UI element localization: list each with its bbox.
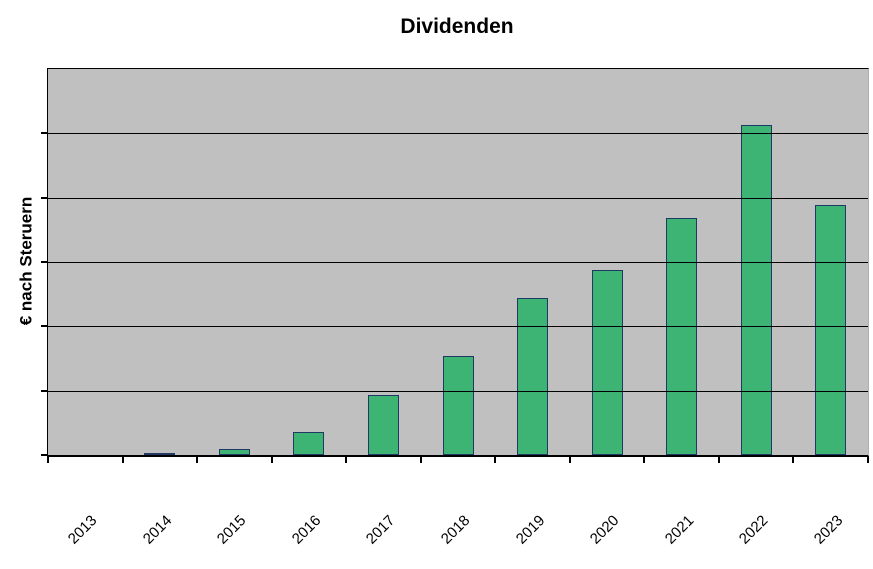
bar-2023 [815,205,846,455]
gridline [48,326,868,327]
x-axis-tick [718,456,720,463]
x-label-2017: 2017 [362,512,399,548]
bar-2019 [517,298,548,455]
x-label-2014: 2014 [139,512,176,548]
x-label-2019: 2019 [512,512,549,548]
chart-title: Dividenden [400,15,514,38]
x-axis-tick [196,456,198,463]
bar-2016 [293,432,324,455]
x-axis-tick [420,456,422,463]
x-label-2023: 2023 [810,512,847,548]
gridline [48,198,868,199]
x-label-2020: 2020 [586,512,623,548]
x-axis-tick [47,456,49,463]
y-axis-tick [41,197,47,199]
y-axis-label: € nach Steruern [16,196,36,326]
bar-2017 [368,395,399,455]
y-axis-tick [41,454,47,456]
gridline [48,391,868,392]
x-axis-tick [569,456,571,463]
bar-2022 [741,125,772,455]
y-axis-tick [41,132,47,134]
x-label-2021: 2021 [661,512,698,548]
x-label-2016: 2016 [288,512,325,548]
x-axis-tick [792,456,794,463]
x-axis-tick [867,456,869,463]
y-axis-tick [41,390,47,392]
bar-2020 [592,270,623,455]
x-axis-tick [494,456,496,463]
gridline [48,262,868,263]
x-label-2015: 2015 [213,512,250,548]
x-label-2018: 2018 [437,512,474,548]
bar-2015 [219,449,250,455]
y-axis-tick [41,261,47,263]
x-axis-tick [643,456,645,463]
x-label-2013: 2013 [64,512,101,548]
bar-2014 [144,453,175,455]
y-axis-tick [41,325,47,327]
x-axis-tick [122,456,124,463]
gridline [48,133,868,134]
x-axis-tick [345,456,347,463]
x-axis-tick [271,456,273,463]
bar-2018 [443,356,474,455]
bar-2021 [666,218,697,455]
plot-area [41,68,869,457]
x-label-2022: 2022 [735,512,772,548]
